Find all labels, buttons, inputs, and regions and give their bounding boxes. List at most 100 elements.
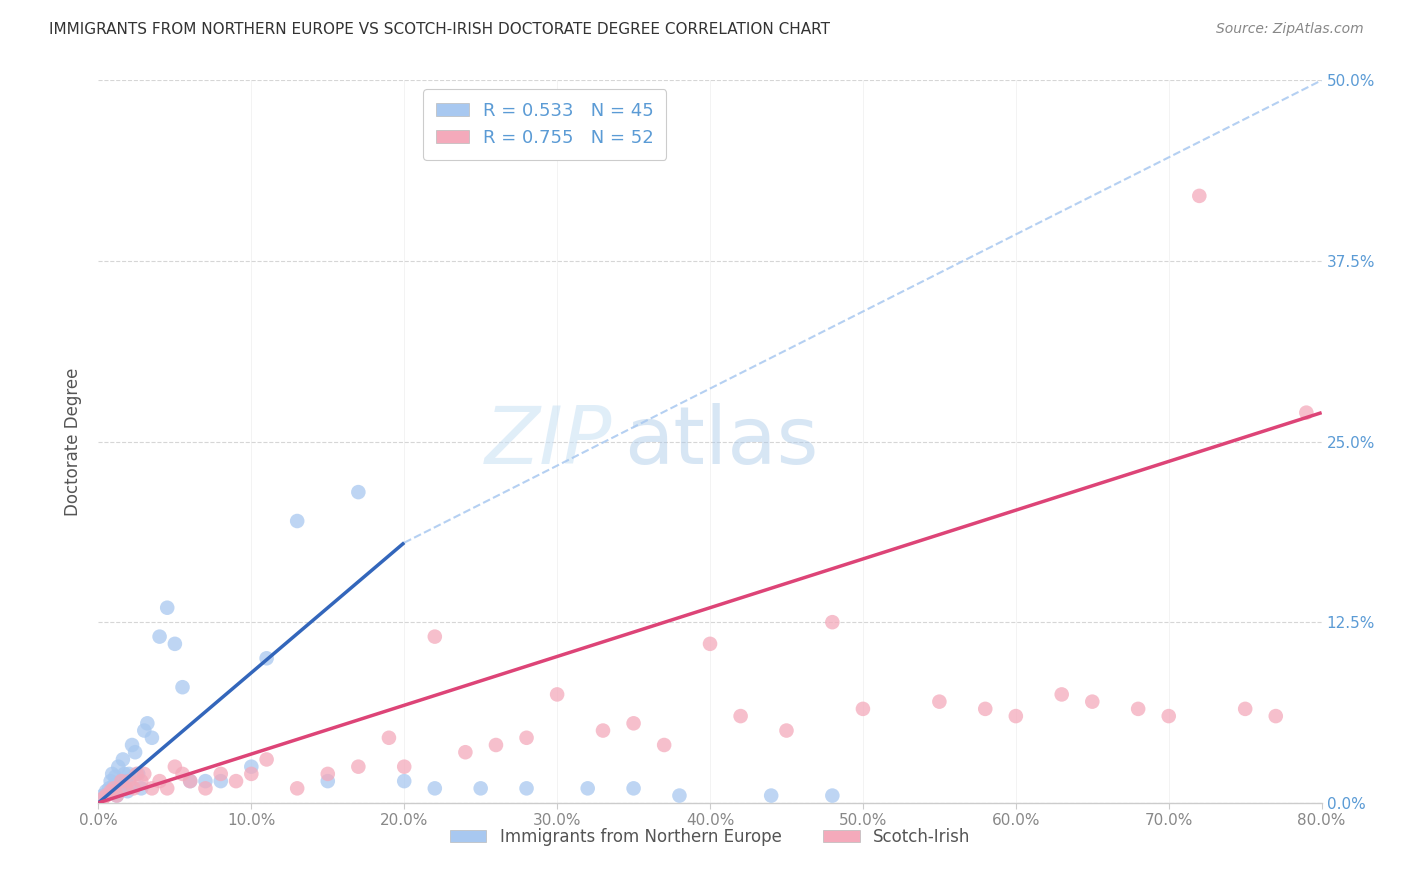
Point	[592, 723, 614, 738]
Point	[172, 767, 194, 781]
Point	[775, 723, 797, 738]
Point	[94, 789, 117, 803]
Text: ZIP: ZIP	[485, 402, 612, 481]
Point	[124, 745, 146, 759]
Point	[256, 651, 278, 665]
Point	[623, 716, 645, 731]
Point	[392, 760, 416, 774]
Point	[423, 630, 446, 644]
Point	[94, 784, 117, 798]
Point	[98, 781, 121, 796]
Point	[347, 485, 370, 500]
Point	[110, 774, 132, 789]
Point	[761, 789, 783, 803]
Point	[378, 731, 401, 745]
Point	[516, 781, 538, 796]
Point	[121, 738, 143, 752]
Point	[127, 767, 149, 781]
Point	[125, 767, 148, 781]
Point	[516, 731, 538, 745]
Point	[1157, 709, 1180, 723]
Point	[91, 789, 114, 803]
Text: atlas: atlas	[624, 402, 818, 481]
Point	[454, 745, 477, 759]
Point	[470, 781, 492, 796]
Point	[668, 789, 690, 803]
Point	[120, 779, 142, 793]
Point	[392, 774, 416, 789]
Point	[91, 791, 114, 805]
Point	[576, 781, 599, 796]
Point	[103, 779, 125, 793]
Point	[423, 781, 446, 796]
Point	[285, 514, 308, 528]
Point	[347, 760, 370, 774]
Point	[209, 767, 232, 781]
Point	[100, 774, 122, 789]
Point	[105, 789, 128, 803]
Y-axis label: Doctorate Degree: Doctorate Degree	[63, 368, 82, 516]
Point	[194, 774, 217, 789]
Point	[316, 767, 339, 781]
Point	[1295, 406, 1317, 420]
Point	[134, 723, 156, 738]
Point	[163, 760, 186, 774]
Text: IMMIGRANTS FROM NORTHERN EUROPE VS SCOTCH-IRISH DOCTORATE DEGREE CORRELATION CHA: IMMIGRANTS FROM NORTHERN EUROPE VS SCOTC…	[49, 22, 830, 37]
Point	[1081, 695, 1104, 709]
Point	[118, 774, 141, 789]
Point	[149, 774, 172, 789]
Point	[112, 767, 135, 781]
Point	[101, 767, 124, 781]
Point	[623, 781, 645, 796]
Point	[179, 774, 201, 789]
Point	[122, 781, 145, 796]
Point	[1188, 189, 1211, 203]
Point	[134, 767, 156, 781]
Point	[546, 687, 568, 701]
Point	[852, 702, 875, 716]
Point	[118, 767, 141, 781]
Point	[256, 752, 278, 766]
Point	[1234, 702, 1257, 716]
Point	[316, 774, 339, 789]
Point	[1264, 709, 1286, 723]
Point	[485, 738, 508, 752]
Point	[821, 789, 844, 803]
Point	[240, 760, 263, 774]
Point	[209, 774, 232, 789]
Point	[1004, 709, 1026, 723]
Point	[107, 760, 129, 774]
Point	[108, 781, 131, 796]
Point	[730, 709, 752, 723]
Point	[194, 781, 217, 796]
Point	[103, 781, 125, 796]
Point	[136, 716, 159, 731]
Point	[974, 702, 997, 716]
Point	[1050, 687, 1073, 701]
Legend: Immigrants from Northern Europe, Scotch-Irish: Immigrants from Northern Europe, Scotch-…	[443, 821, 977, 852]
Point	[928, 695, 950, 709]
Point	[156, 781, 179, 796]
Point	[117, 784, 139, 798]
Point	[104, 770, 127, 784]
Point	[129, 781, 152, 796]
Point	[652, 738, 675, 752]
Point	[105, 789, 128, 803]
Text: Source: ZipAtlas.com: Source: ZipAtlas.com	[1216, 22, 1364, 37]
Point	[141, 781, 163, 796]
Point	[129, 774, 152, 789]
Point	[225, 774, 247, 789]
Point	[821, 615, 844, 630]
Point	[156, 600, 179, 615]
Point	[1128, 702, 1150, 716]
Point	[141, 731, 163, 745]
Point	[111, 752, 134, 766]
Point	[699, 637, 721, 651]
Point	[179, 774, 201, 789]
Point	[285, 781, 308, 796]
Point	[240, 767, 263, 781]
Point	[115, 774, 138, 789]
Point	[115, 781, 138, 796]
Point	[163, 637, 186, 651]
Point	[110, 774, 132, 789]
